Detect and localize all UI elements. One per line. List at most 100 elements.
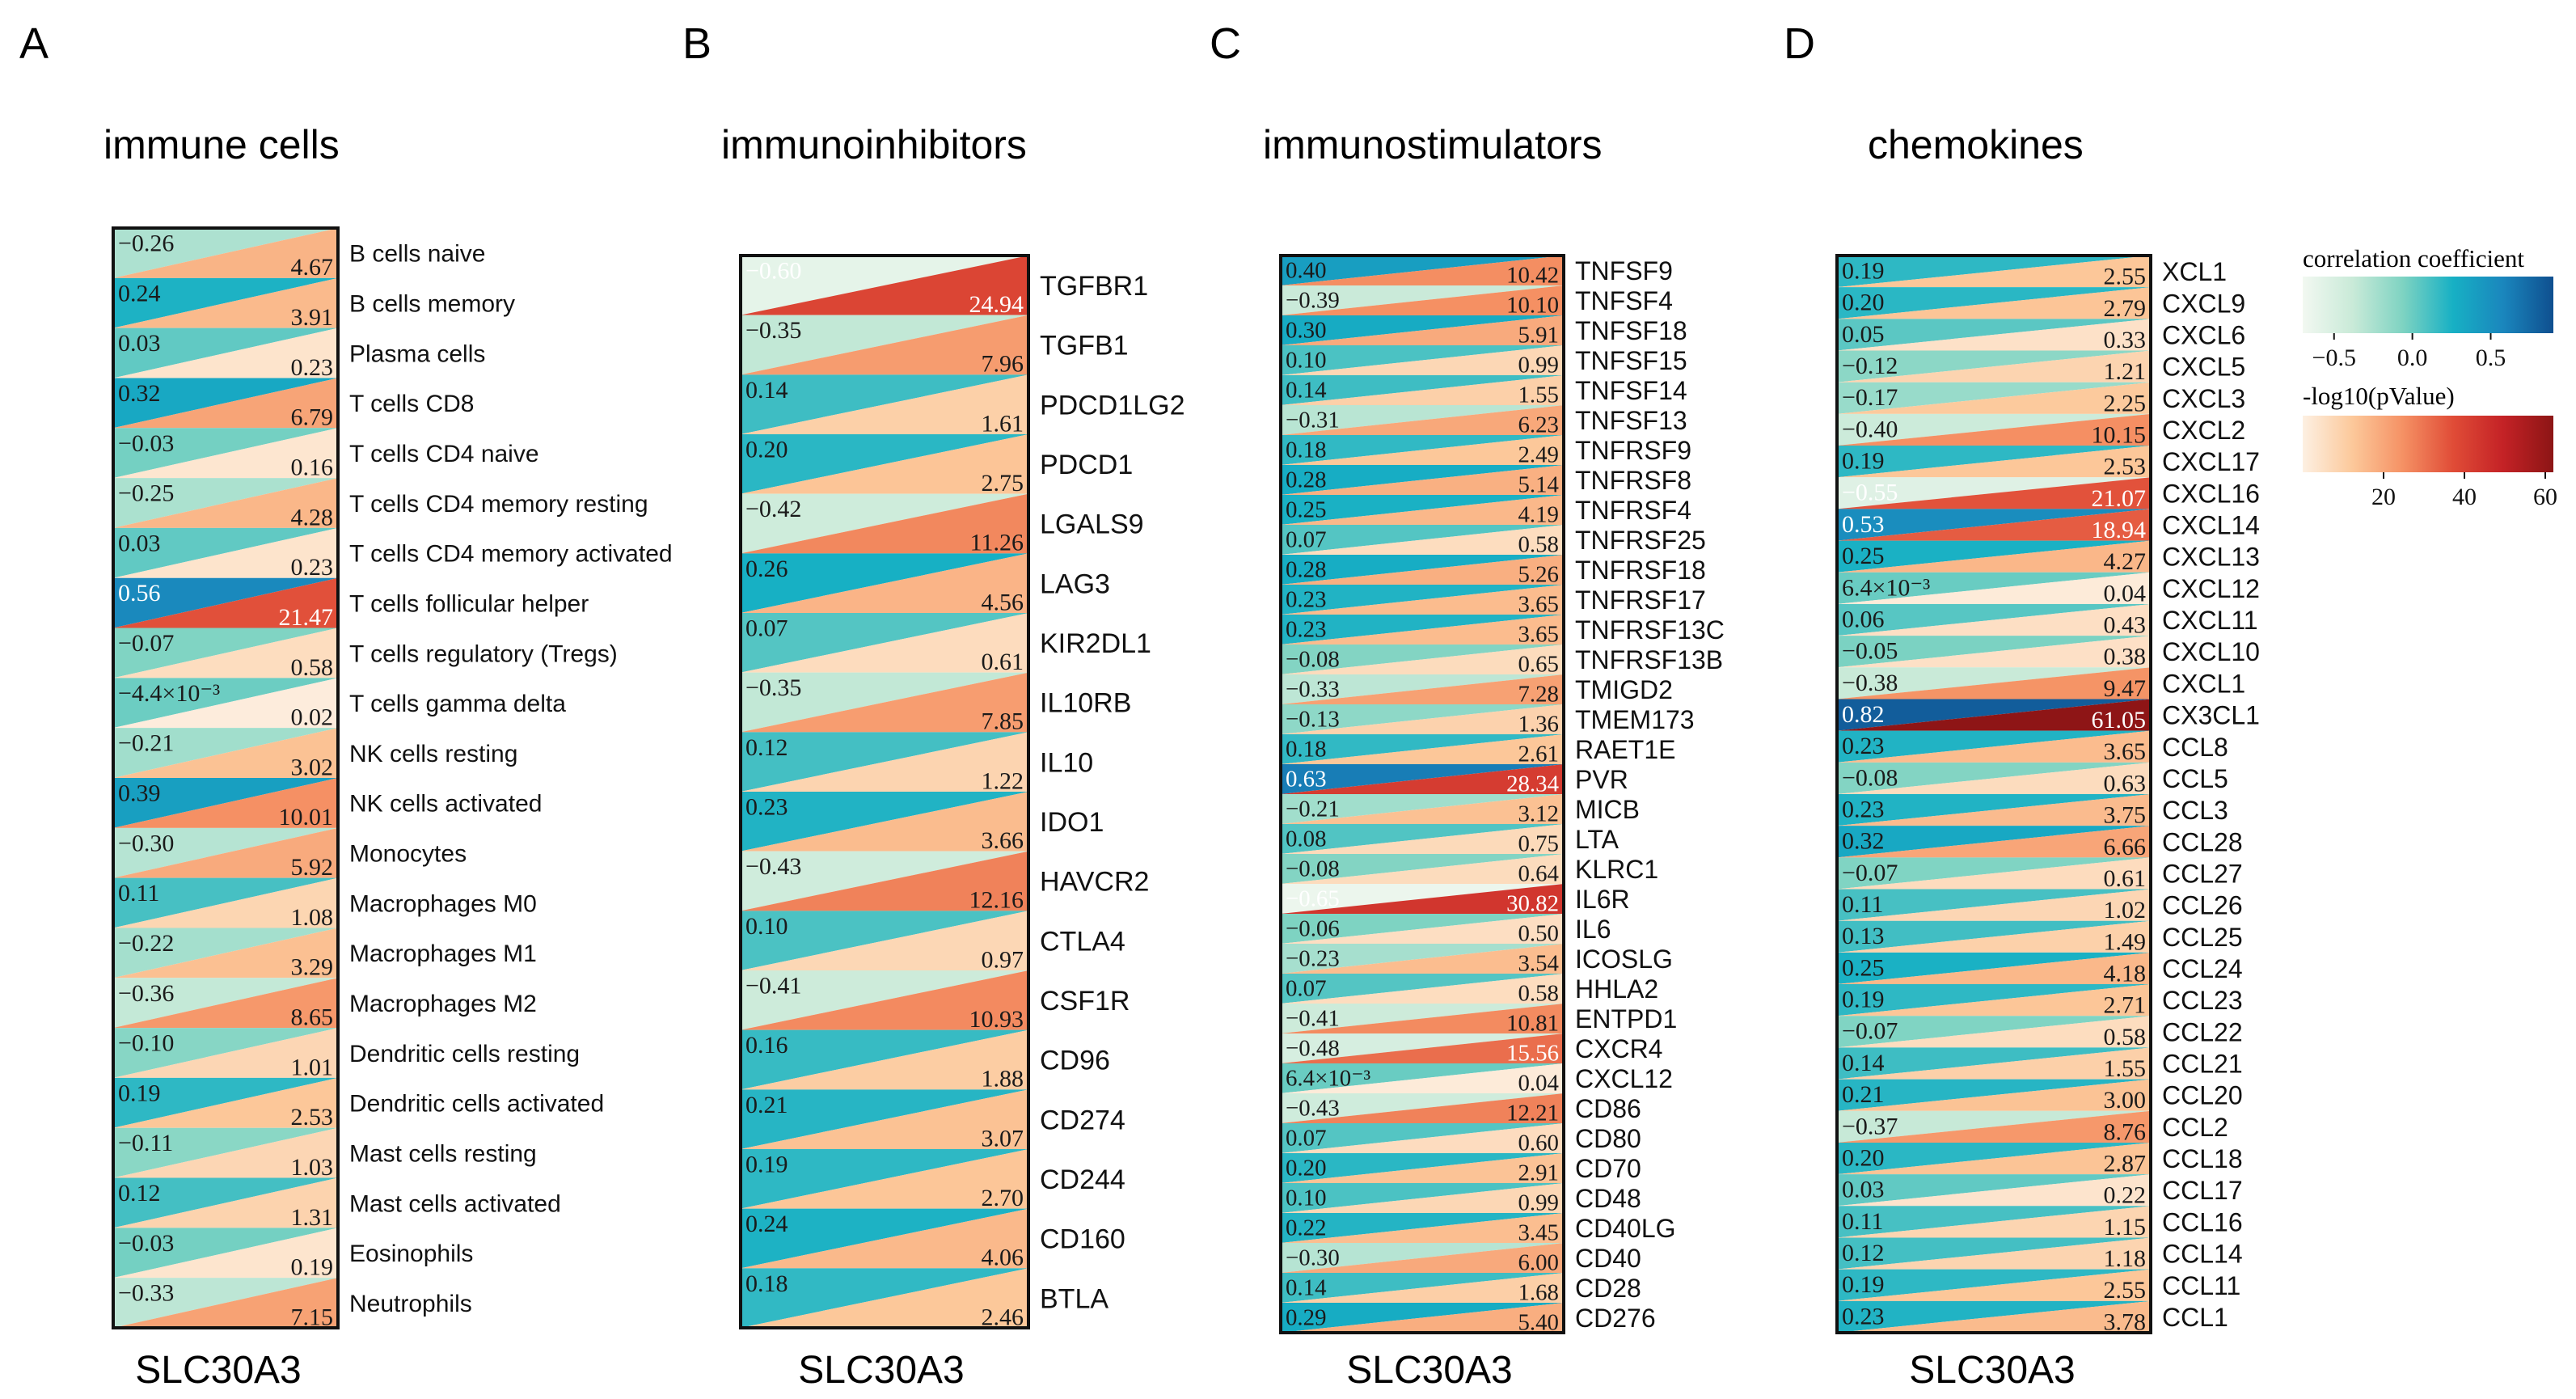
correlation-label: 0.40 bbox=[1286, 257, 1327, 283]
panel-letter: D bbox=[1784, 19, 1815, 68]
heatmap-row: 0.07 0.58 HHLA2 bbox=[1281, 974, 1658, 1007]
heatmap-row: 0.14 1.55 CCL21 bbox=[1837, 1047, 2243, 1082]
correlation-label: −0.07 bbox=[118, 630, 174, 657]
pvalue-label: 8.65 bbox=[291, 1004, 334, 1030]
pvalue-cell bbox=[113, 827, 338, 878]
row-label: CXCL13 bbox=[2162, 543, 2260, 572]
heatmap-row: 0.40 10.42 TNFSF9 bbox=[1281, 256, 1673, 289]
row-label: Plasma cells bbox=[349, 340, 485, 367]
correlation-label: 0.07 bbox=[1286, 1125, 1327, 1151]
pvalue-label: 0.22 bbox=[2104, 1182, 2147, 1209]
heatmap-row: −0.42 11.26 LGALS9 bbox=[741, 493, 1144, 556]
row-label: Macrophages M0 bbox=[349, 890, 537, 917]
pvalue-cell bbox=[741, 1089, 1028, 1149]
correlation-label: −0.37 bbox=[1842, 1113, 1898, 1139]
pvalue-cell bbox=[741, 1149, 1028, 1209]
pvalue-cell bbox=[741, 1029, 1028, 1090]
pvalue-cell bbox=[741, 732, 1028, 792]
legend-tick-label: −0.5 bbox=[2312, 344, 2356, 371]
pvalue-label: 1.61 bbox=[982, 410, 1024, 437]
legend-title: correlation coefficient bbox=[2303, 244, 2524, 273]
correlation-label: 0.28 bbox=[1286, 556, 1327, 582]
correlation-label: 0.26 bbox=[745, 556, 788, 582]
pvalue-cell bbox=[741, 553, 1028, 613]
heatmap-row: 0.23 3.78 CCL1 bbox=[1837, 1300, 2228, 1335]
heatmap-row: −0.17 2.25 CXCL3 bbox=[1837, 382, 2245, 416]
correlation-label: 0.14 bbox=[745, 377, 788, 404]
correlation-label: 0.03 bbox=[1842, 1177, 1885, 1203]
correlation-cell bbox=[113, 378, 338, 429]
correlation-cell bbox=[1837, 1016, 2151, 1048]
row-label: TNFRSF18 bbox=[1575, 556, 1706, 585]
pvalue-label: 1.49 bbox=[2104, 928, 2147, 955]
correlation-label: 0.18 bbox=[1286, 437, 1327, 463]
pvalue-cell bbox=[1837, 477, 2151, 509]
row-label: MICB bbox=[1575, 795, 1640, 824]
correlation-label: −0.36 bbox=[118, 980, 174, 1007]
row-label: CD40LG bbox=[1575, 1214, 1676, 1243]
pvalue-cell bbox=[1281, 585, 1564, 615]
pvalue-label: 2.71 bbox=[2104, 992, 2147, 1019]
heatmap-row: −0.38 9.47 CXCL1 bbox=[1837, 667, 2245, 702]
correlation-label: 0.11 bbox=[1842, 1208, 1883, 1235]
pvalue-label: 2.61 bbox=[1518, 742, 1559, 767]
row-label: CCL17 bbox=[2162, 1176, 2243, 1205]
heatmap-row: 0.19 2.55 CCL11 bbox=[1837, 1269, 2240, 1304]
pvalue-cell bbox=[113, 778, 338, 828]
pvalue-label: 0.58 bbox=[1518, 981, 1559, 1007]
heatmap-row: −0.36 8.65 Macrophages M2 bbox=[113, 978, 537, 1030]
pvalue-label: 10.10 bbox=[1506, 293, 1559, 319]
row-label: TNFSF18 bbox=[1575, 316, 1687, 345]
pvalue-cell bbox=[741, 851, 1028, 911]
correlation-cell bbox=[113, 678, 338, 729]
pvalue-cell bbox=[741, 911, 1028, 970]
row-label: TMIGD2 bbox=[1575, 675, 1673, 704]
pvalue-cell bbox=[1281, 914, 1564, 944]
row-label: CCL27 bbox=[2162, 859, 2243, 888]
correlation-label: 0.12 bbox=[745, 734, 788, 761]
correlation-label: −0.33 bbox=[1286, 676, 1340, 702]
pvalue-label: 0.38 bbox=[2104, 644, 2147, 670]
correlation-cell bbox=[741, 374, 1028, 434]
pvalue-cell bbox=[1837, 889, 2151, 921]
pvalue-cell bbox=[1837, 699, 2151, 731]
pvalue-label: 0.99 bbox=[1518, 1190, 1559, 1216]
correlation-cell bbox=[1837, 319, 2151, 351]
panel-title: immune cells bbox=[103, 122, 340, 167]
heatmap-row: −0.26 4.67 B cells naive bbox=[113, 228, 485, 281]
pvalue-label: 2.91 bbox=[1518, 1160, 1559, 1186]
row-label: HHLA2 bbox=[1575, 974, 1658, 1004]
correlation-label: 0.14 bbox=[1286, 1274, 1327, 1300]
pvalue-label: 3.65 bbox=[1518, 622, 1559, 648]
x-axis-label: SLC30A3 bbox=[1346, 1349, 1512, 1392]
row-label: TNFSF13 bbox=[1575, 406, 1687, 435]
correlation-label: 0.22 bbox=[1286, 1215, 1327, 1241]
heatmap-row: 0.10 0.99 TNFSF15 bbox=[1281, 345, 1687, 378]
legend-tick-label: 20 bbox=[2371, 484, 2396, 510]
heatmap-row: −0.06 0.50 IL6 bbox=[1281, 914, 1611, 947]
pvalue-label: 10.81 bbox=[1506, 1011, 1559, 1037]
pvalue-cell bbox=[1281, 435, 1564, 465]
pvalue-cell bbox=[1281, 794, 1564, 824]
panel-immunostimulators: C immunostimulators 0.40 10.42 TNFSF9−0.39… bbox=[1210, 19, 1725, 1392]
pvalue-label: 0.61 bbox=[982, 649, 1024, 675]
pvalue-cell bbox=[741, 672, 1028, 733]
heatmap-row: 0.03 0.22 CCL17 bbox=[1837, 1174, 2243, 1209]
correlation-label: −0.41 bbox=[1286, 1005, 1340, 1031]
pvalue-label: 0.58 bbox=[1518, 532, 1559, 558]
pvalue-label: 0.97 bbox=[982, 946, 1024, 973]
pvalue-cell bbox=[1837, 1206, 2151, 1238]
heatmap-row: 0.25 4.18 CCL24 bbox=[1837, 952, 2243, 987]
row-label: CX3CL1 bbox=[2162, 701, 2260, 730]
row-label: TNFRSF13B bbox=[1575, 645, 1723, 674]
pvalue-label: 2.55 bbox=[2104, 1277, 2147, 1304]
pvalue-cell bbox=[113, 1177, 338, 1228]
heatmap-row: 0.11 1.15 CCL16 bbox=[1837, 1206, 2243, 1241]
pvalue-cell bbox=[1281, 525, 1564, 555]
pvalue-label: 1.02 bbox=[2104, 897, 2147, 924]
heatmap-row: −0.21 3.12 MICB bbox=[1281, 794, 1640, 827]
heatmap-row: 0.12 1.31 Mast cells activated bbox=[113, 1177, 561, 1231]
legend-tick-label: 60 bbox=[2533, 484, 2557, 510]
panel-title: chemokines bbox=[1868, 122, 2084, 167]
pvalue-cell bbox=[1281, 345, 1564, 375]
